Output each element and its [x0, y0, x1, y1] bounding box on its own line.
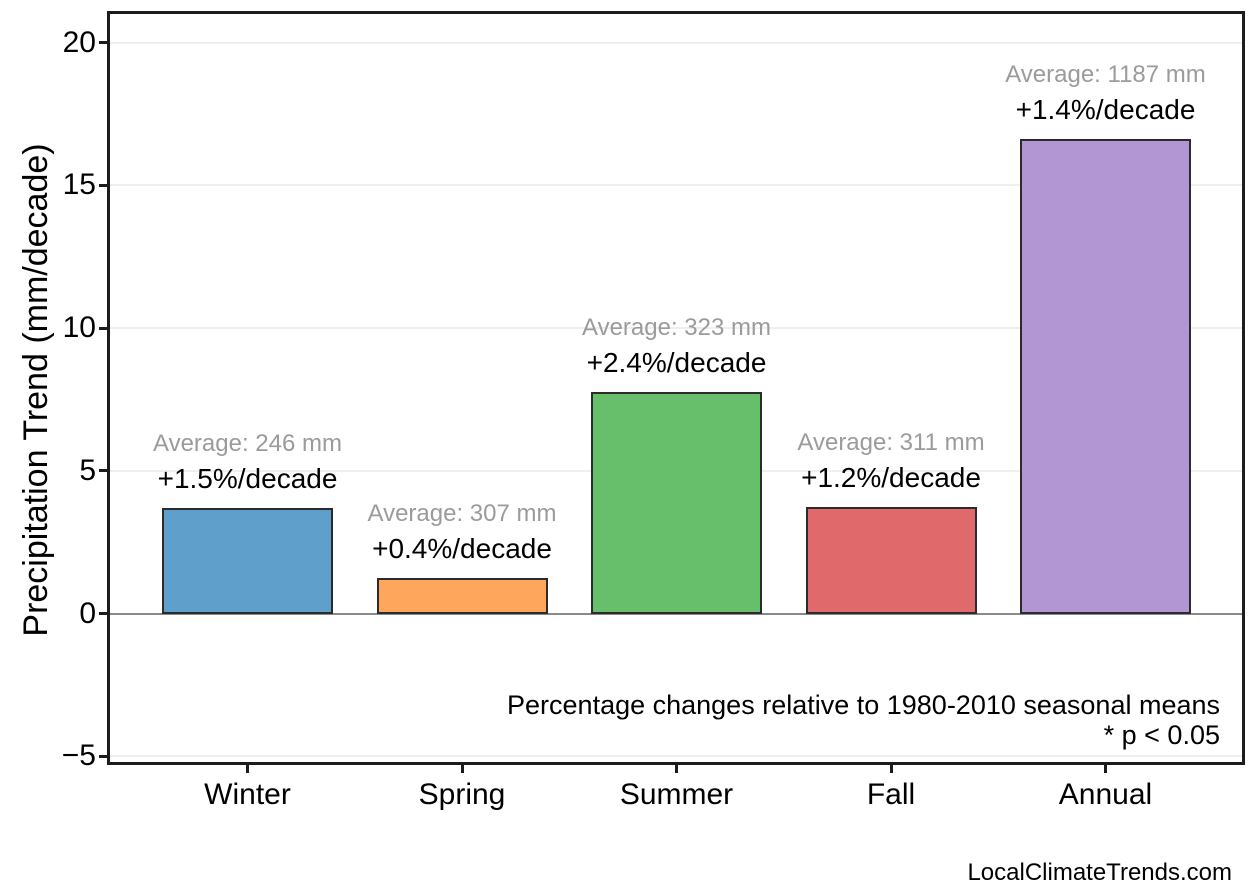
y-tick-label: 5 [79, 453, 96, 487]
y-axis-title: Precipitation Trend (mm/decade) [17, 143, 55, 637]
plot-annotation: Percentage changes relative to 1980-2010… [507, 690, 1220, 750]
x-tick-label-fall: Fall [866, 778, 916, 811]
bar-average-label: Average: 246 mm [153, 430, 342, 458]
bar-labels-fall: Average: 311 mm +1.2%/decade [721, 427, 1061, 495]
x-tick-mark [889, 765, 893, 773]
bar-average-label: Average: 1187 mm [1005, 61, 1206, 89]
bar-trend-label: +1.4%/decade [1015, 94, 1196, 126]
bar-labels-winter: Average: 246 mm +1.5%/decade [78, 428, 418, 496]
bar-annual [1020, 139, 1191, 614]
x-tick-label-winter: Winter [204, 778, 291, 811]
y-tick-mark [99, 183, 107, 187]
bar-trend-label: +0.4%/decade [372, 533, 552, 565]
watermark: LocalClimateTrends.com [967, 859, 1232, 886]
y-tick-mark [99, 469, 107, 473]
gridline [110, 755, 1242, 758]
bar-average-label: Average: 323 mm [582, 314, 771, 342]
annotation-note: Percentage changes relative to 1980-2010… [507, 690, 1220, 720]
bar-labels-summer: Average: 323 mm +2.4%/decade [507, 312, 847, 380]
y-tick-label: 15 [62, 168, 96, 202]
annotation-significance: * p < 0.05 [1103, 720, 1220, 750]
bar-average-label: Average: 311 mm [797, 429, 985, 457]
y-tick-mark [99, 41, 107, 45]
y-tick-label: −5 [61, 739, 96, 773]
x-tick-mark [246, 765, 249, 773]
y-tick-mark [99, 326, 107, 330]
gridline [110, 184, 1242, 187]
bar-average-label: Average: 307 mm [367, 500, 557, 528]
plot-area: Percentage changes relative to 1980-2010… [107, 11, 1245, 765]
x-tick-label-annual: Annual [1058, 778, 1153, 811]
gridline [110, 41, 1242, 44]
bar-labels-spring: Average: 307 mm +0.4%/decade [292, 498, 632, 566]
x-tick-mark [460, 765, 464, 773]
x-tick-mark [1104, 765, 1107, 773]
bar-trend-label: +1.5%/decade [157, 463, 338, 495]
bar-fall [805, 507, 977, 614]
y-tick-mark [99, 612, 107, 616]
bar-trend-label: +2.4%/decade [586, 347, 767, 379]
x-tick-label-spring: Spring [418, 778, 506, 811]
bar-summer [591, 392, 762, 614]
x-tick-mark [675, 765, 678, 773]
y-tick-label: 0 [79, 596, 96, 630]
x-tick-label-summer: Summer [619, 778, 734, 811]
bar-trend-label: +1.2%/decade [801, 462, 981, 494]
bar-labels-annual: Average: 1187 mm +1.4%/decade [936, 59, 1258, 127]
y-tick-mark [99, 754, 107, 758]
y-tick-label: 10 [62, 311, 96, 345]
bar-winter [162, 508, 333, 614]
y-tick-label: 20 [62, 25, 96, 59]
bar-spring [376, 578, 548, 614]
zero-line [110, 612, 1242, 615]
gridline [110, 327, 1242, 330]
